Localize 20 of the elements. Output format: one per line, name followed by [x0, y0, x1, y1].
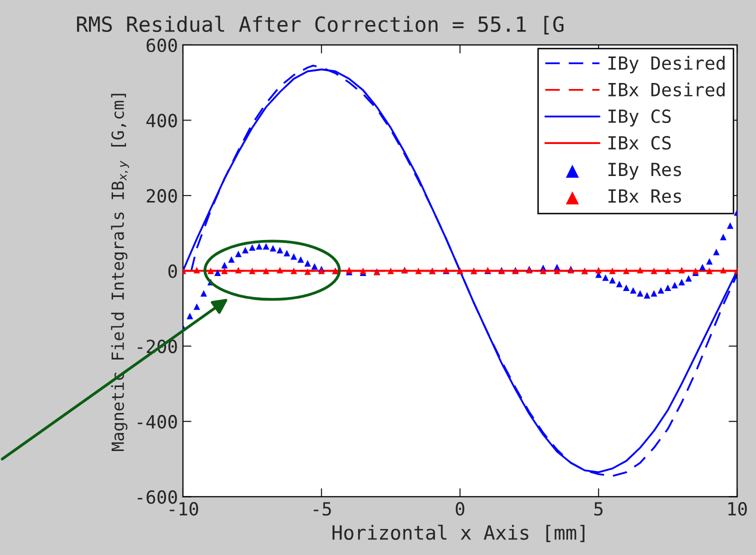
legend-label: IBx Res	[608, 189, 681, 203]
text: Magnetic Field Integrals IB$_{x,y}$ [G,cm]	[111, 94, 129, 451]
legend-label: IBx CS	[608, 136, 671, 150]
x-tick-label: -5	[314, 502, 331, 516]
x-tick-label: -10	[170, 502, 198, 516]
y-tick-label: 400	[146, 114, 177, 128]
legend-label: IBy Desired	[608, 56, 725, 74]
y-tick-label: 600	[146, 38, 177, 52]
chart-title: RMS Residual After Correction = 55.1 [G	[77, 16, 564, 34]
legend-label: IBy CS	[608, 109, 671, 127]
x-tick-label: 0	[456, 502, 464, 516]
x-axis-title: Horizontal x Axis [mm]	[332, 524, 584, 542]
y-tick-label: -600	[138, 490, 177, 504]
x-tick-label: 10	[728, 502, 747, 516]
y-tick-label: 0	[168, 264, 177, 278]
y-tick-label: 200	[146, 189, 177, 203]
legend-label: IBy Res	[608, 162, 681, 180]
legend-label: IBx Desired	[608, 82, 725, 96]
y-tick-label: -400	[138, 414, 177, 429]
x-tick-label: 5	[594, 502, 603, 516]
